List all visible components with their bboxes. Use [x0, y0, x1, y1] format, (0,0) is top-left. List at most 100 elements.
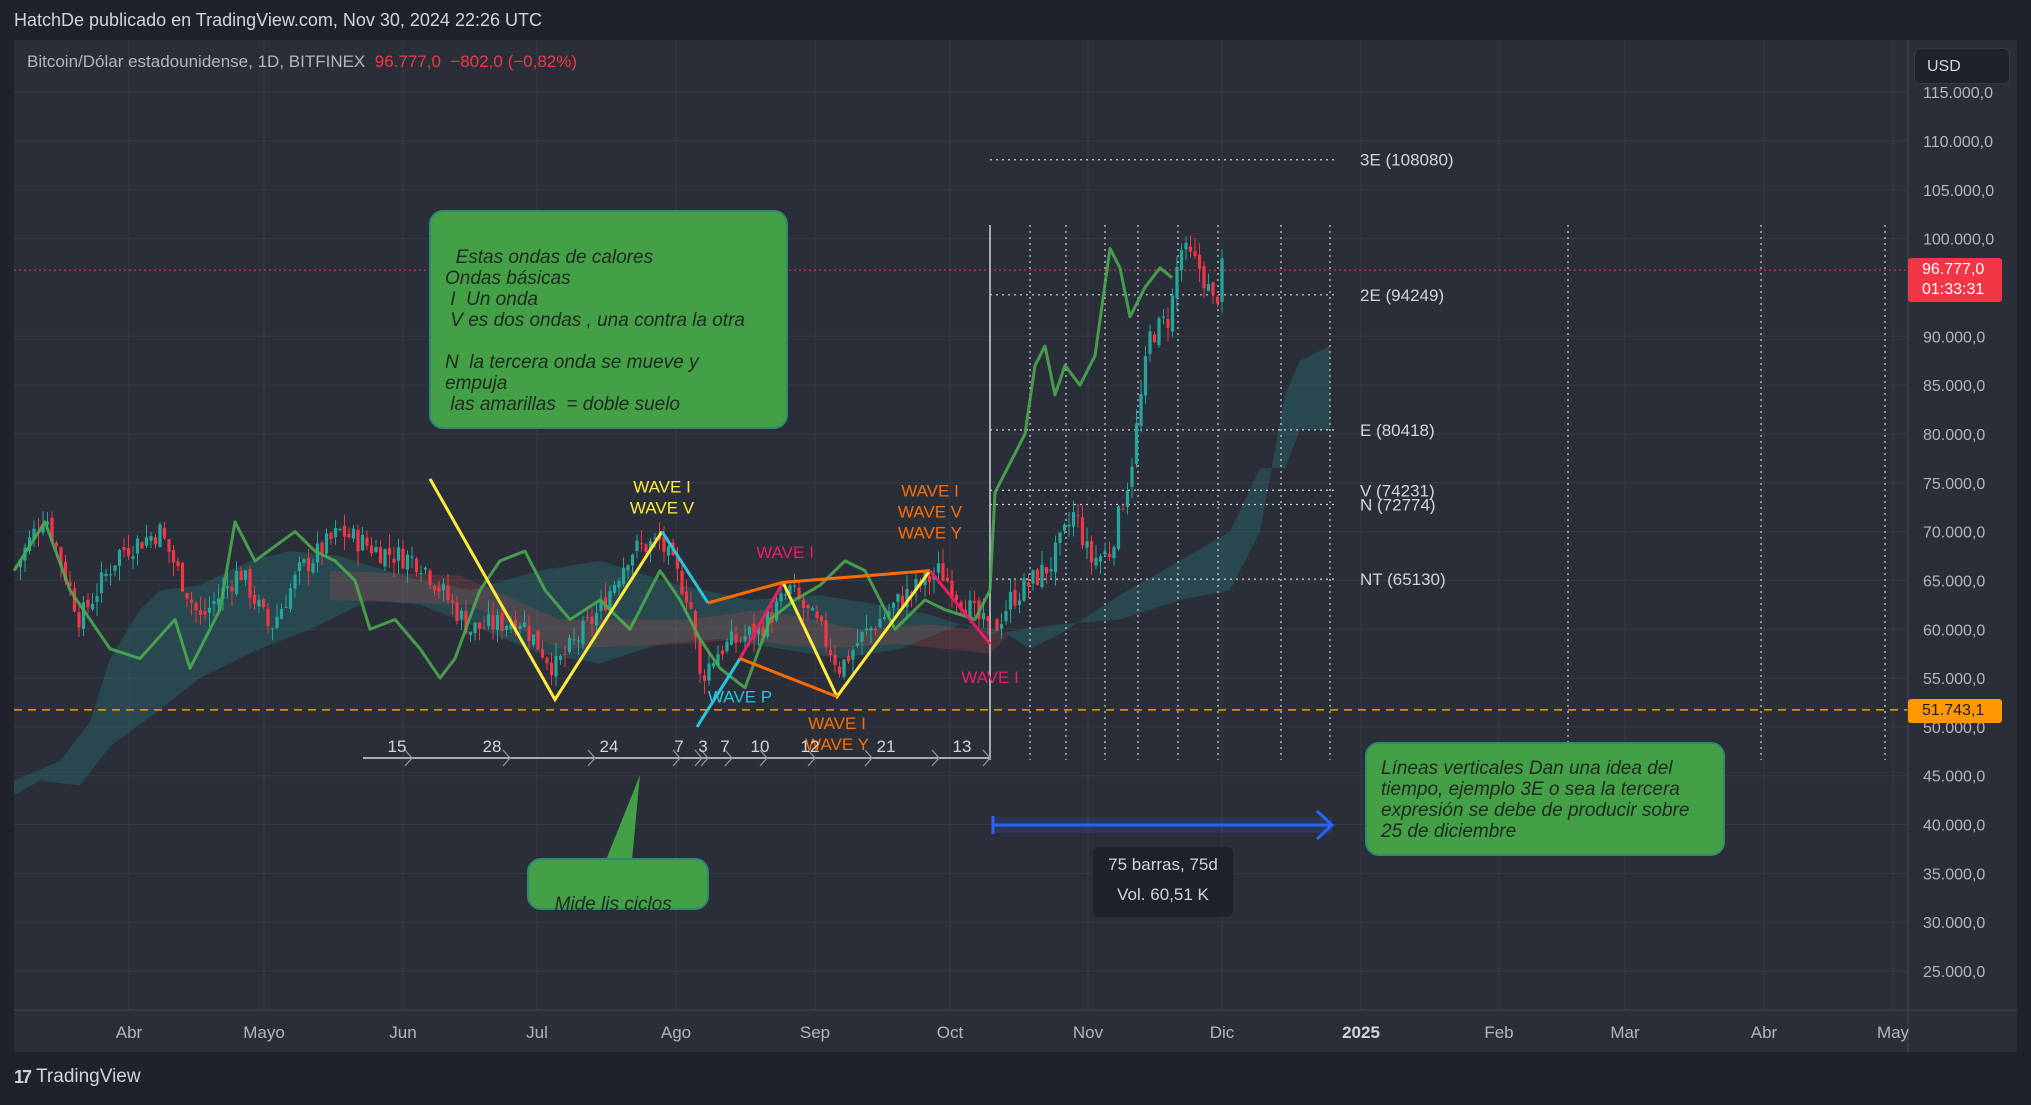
candle-body	[797, 587, 801, 599]
symbol-legend[interactable]: Bitcoin/Dólar estadounidense, 1D, BITFIN…	[27, 52, 577, 72]
price-axis	[1908, 40, 2017, 1010]
currency-button[interactable]: USD	[1914, 48, 2010, 84]
candle-body	[1170, 295, 1175, 332]
wave-label: WAVE Y	[805, 735, 869, 754]
candle-body	[738, 639, 743, 641]
candle-body	[243, 570, 248, 580]
note-text: Mide lis ciclos	[554, 894, 672, 915]
wave-label: WAVE Y	[898, 523, 962, 542]
candle-body	[869, 627, 873, 631]
candle-body	[500, 612, 504, 632]
candle-body	[1188, 246, 1193, 252]
candle-body	[356, 529, 360, 552]
candle-body	[446, 585, 450, 601]
candle-body	[108, 574, 113, 576]
candle-body	[257, 599, 261, 607]
candle-body	[261, 599, 266, 607]
candle-body	[509, 624, 513, 630]
candle-body	[653, 537, 657, 539]
candle-body	[122, 546, 126, 551]
candle-body	[756, 625, 761, 635]
candle-body	[1026, 582, 1031, 587]
candle-body	[815, 611, 819, 619]
candle-body	[648, 541, 653, 551]
candle-body	[1008, 591, 1013, 610]
candle-body	[1031, 570, 1035, 584]
candle-body	[842, 659, 846, 677]
candle-body	[50, 517, 54, 542]
candle-body	[131, 556, 135, 559]
level-label: 3E (108080)	[1360, 151, 1454, 170]
candle-body	[176, 561, 180, 566]
candle-body	[275, 616, 279, 629]
candle-body	[288, 588, 293, 609]
date-range-measure[interactable]	[991, 809, 1335, 841]
price-tick-label: 110.000,0	[1923, 134, 1993, 151]
measure-bars: 75 barras, 75d	[1108, 855, 1218, 874]
candle-body	[1116, 506, 1121, 549]
published-by-line: HatchDe publicado en TradingView.com, No…	[14, 10, 542, 30]
candle-body	[455, 602, 459, 622]
candle-body	[378, 547, 383, 564]
note-cycles[interactable]: Mide lis ciclos	[527, 858, 709, 915]
candle-body	[320, 542, 324, 555]
candle-body	[716, 654, 720, 666]
candle-body	[1125, 490, 1130, 507]
cycle-chevron-icon	[807, 749, 816, 767]
candle-body	[1013, 590, 1017, 606]
candle-body	[450, 600, 455, 603]
time-tick-label: Jul	[526, 1023, 548, 1042]
price-tick-label: 25.000,0	[1923, 964, 1985, 981]
candle-body	[914, 579, 918, 591]
candle-body	[203, 611, 207, 615]
candle-body	[1215, 296, 1220, 304]
price-tick-label: 65.000,0	[1923, 573, 1985, 590]
candle-body	[536, 630, 540, 650]
note-waves-explanation[interactable]: Estas ondas de calores Ondas básicas I U…	[429, 210, 788, 429]
candle-body	[527, 626, 531, 641]
candle-body	[392, 558, 396, 563]
candle-body	[720, 650, 725, 655]
candle-body	[189, 599, 194, 603]
cycle-count: 10	[751, 737, 770, 756]
candle-body	[846, 655, 851, 662]
candle-body	[639, 543, 644, 545]
candle-body	[567, 638, 572, 653]
chart-panel[interactable]	[14, 40, 2017, 1052]
candle-body	[531, 634, 536, 645]
price-tick-label: 75.000,0	[1923, 476, 1985, 493]
candle-body	[18, 559, 23, 568]
candle-body	[1071, 512, 1076, 527]
cycle-count: 13	[953, 737, 972, 756]
candle-body	[909, 592, 914, 594]
price-tick-label: 55.000,0	[1923, 671, 1985, 688]
price-tick-label: 115.000,0	[1923, 85, 1993, 102]
note-vertical-lines[interactable]: Líneas verticales Dan una idea del tiemp…	[1365, 742, 1725, 856]
candle-body	[311, 563, 315, 573]
candle-body	[306, 557, 311, 572]
candle-body	[324, 533, 329, 554]
candle-body	[761, 626, 765, 637]
candle-body	[1017, 600, 1022, 606]
candle-body	[950, 580, 954, 599]
candle-body	[1157, 318, 1161, 346]
candle-body	[473, 622, 477, 634]
tradingview-logo[interactable]: 17 TradingView	[14, 1066, 141, 1088]
candle-body	[423, 567, 428, 570]
candle-body	[1161, 316, 1166, 318]
cycle-chevron-icon	[672, 749, 681, 767]
candle-body	[635, 540, 639, 551]
candle-body	[32, 528, 36, 541]
candle-body	[248, 568, 252, 598]
candle-body	[698, 641, 702, 674]
candle-body	[1098, 556, 1103, 562]
wave-line	[707, 569, 931, 605]
candle-body	[572, 639, 576, 641]
candle-body	[302, 559, 306, 563]
time-tick-label: Abr	[1751, 1023, 1778, 1042]
candle-body	[684, 591, 689, 603]
candle-body	[414, 558, 419, 572]
wave-label: WAVE V	[630, 499, 695, 518]
candle-body	[158, 524, 162, 548]
